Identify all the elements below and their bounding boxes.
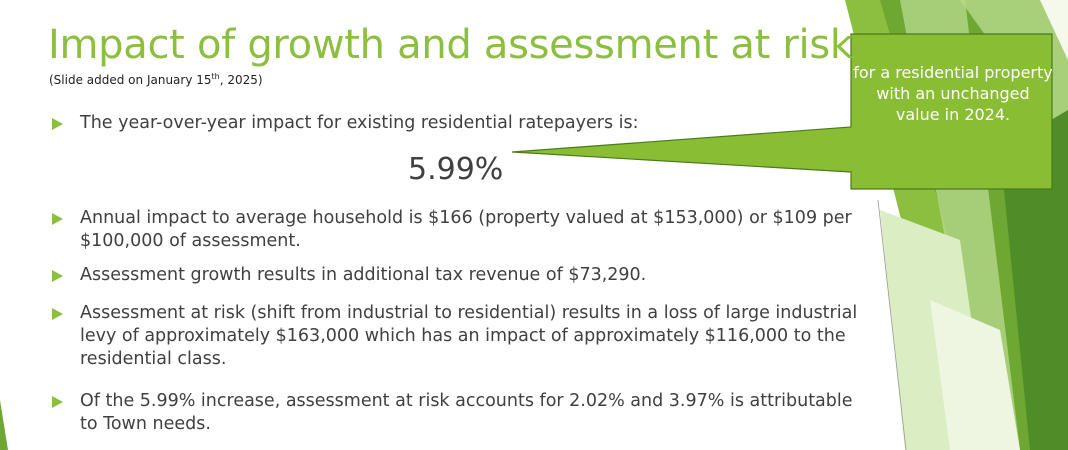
callout-text: for a residential property with an uncha… bbox=[853, 63, 1053, 124]
bullet-text: Assessment growth results in additional … bbox=[80, 265, 647, 285]
bullet-arrow-icon bbox=[52, 396, 63, 408]
bullet-text: The year-over-year impact for existing r… bbox=[80, 113, 639, 133]
bullet-arrow-icon bbox=[52, 118, 63, 130]
bullet-text: Assessment at risk (shift from industria… bbox=[80, 303, 858, 369]
subtitle-date-text: (Slide added on January 15 bbox=[49, 73, 212, 87]
bullet-item: The year-over-year impact for existing r… bbox=[52, 112, 780, 135]
impact-percentage: 5.99% bbox=[408, 152, 504, 187]
slide-title: Impact of growth and assessment at risk bbox=[48, 22, 853, 68]
bullet-item: Annual impact to average household is $1… bbox=[52, 207, 870, 253]
bullet-item: Assessment at risk (shift from industria… bbox=[52, 302, 870, 371]
slide-subtitle: (Slide added on January 15th, 2025) bbox=[49, 72, 263, 87]
deco-facet bbox=[930, 300, 1020, 450]
deco-line bbox=[877, 199, 907, 450]
subtitle-ordinal: th bbox=[211, 72, 220, 81]
deco-facet bbox=[0, 400, 8, 450]
callout-box bbox=[511, 33, 1053, 190]
deco-facet bbox=[1000, 110, 1068, 450]
bullet-arrow-icon bbox=[52, 270, 63, 282]
bullet-item: Assessment growth results in additional … bbox=[52, 264, 870, 287]
bullet-item: Of the 5.99% increase, assessment at ris… bbox=[52, 390, 870, 436]
deco-facet bbox=[1040, 0, 1068, 60]
bullet-arrow-icon bbox=[52, 308, 63, 320]
bullet-text: Annual impact to average household is $1… bbox=[80, 208, 852, 251]
bullet-text: Of the 5.99% increase, assessment at ris… bbox=[80, 391, 853, 434]
bullet-arrow-icon bbox=[52, 213, 63, 225]
subtitle-year: , 2025) bbox=[219, 73, 263, 87]
